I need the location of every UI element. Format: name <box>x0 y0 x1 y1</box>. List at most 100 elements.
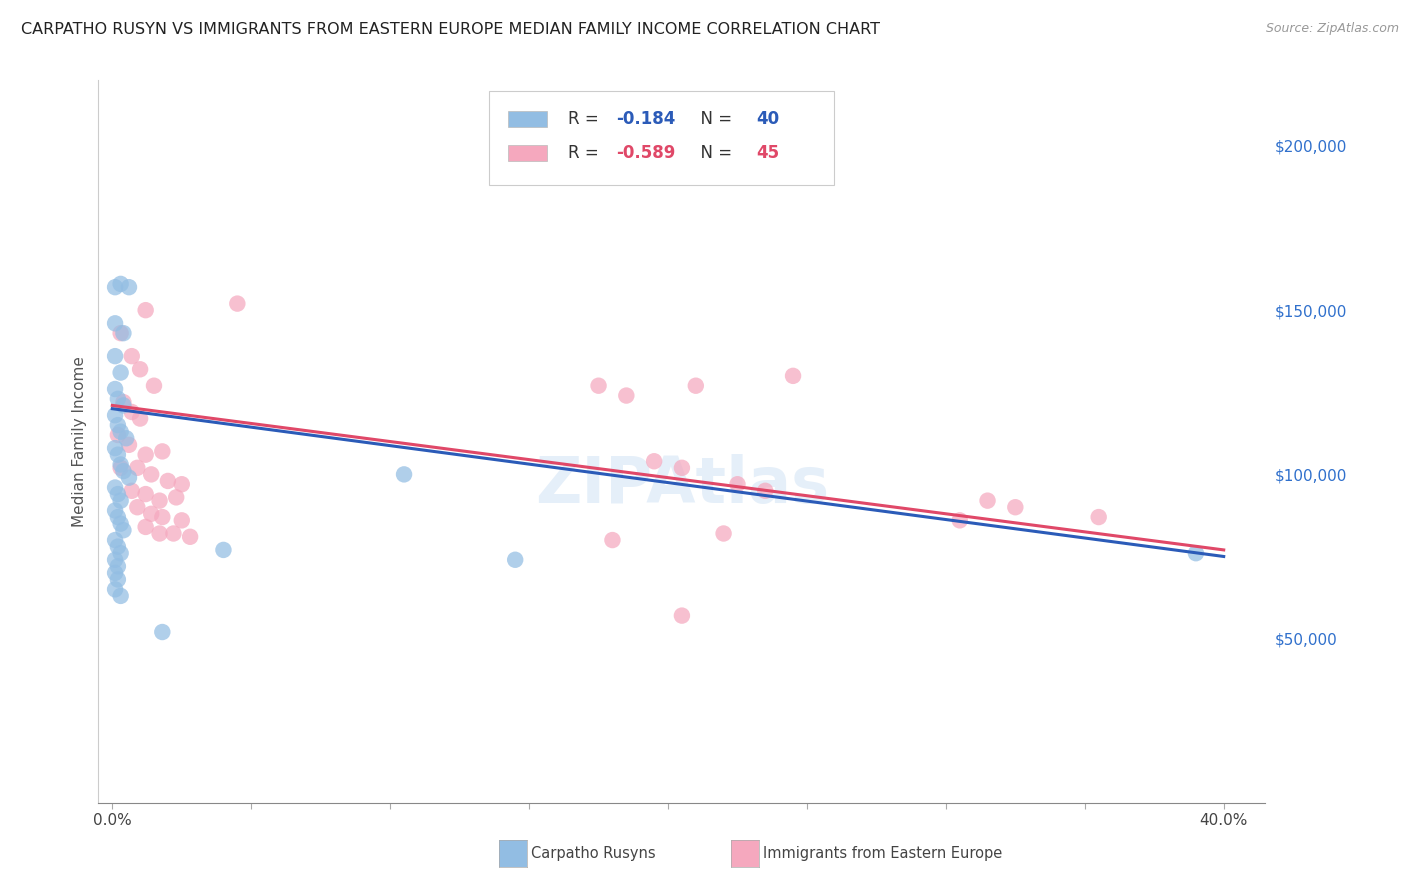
Point <box>392 467 415 482</box>
Point <box>112 326 135 341</box>
Point <box>671 460 693 475</box>
Point <box>121 483 143 498</box>
Text: R =: R = <box>568 144 603 161</box>
Text: -0.589: -0.589 <box>617 144 676 161</box>
Point <box>110 366 132 380</box>
Point <box>503 553 526 567</box>
Point <box>976 493 998 508</box>
Point <box>1004 500 1026 515</box>
Point <box>112 523 135 537</box>
Point <box>148 493 170 508</box>
Point <box>602 533 624 547</box>
Point <box>104 382 127 396</box>
Text: 40: 40 <box>756 110 780 128</box>
Point <box>107 573 129 587</box>
Point <box>135 520 157 534</box>
Point <box>107 448 129 462</box>
Point <box>110 458 132 472</box>
Point <box>110 425 132 439</box>
Text: 45: 45 <box>756 144 780 161</box>
Point <box>643 454 665 468</box>
Text: Immigrants from Eastern Europe: Immigrants from Eastern Europe <box>763 847 1002 861</box>
Point <box>107 428 129 442</box>
Point <box>162 526 184 541</box>
Point <box>143 378 166 392</box>
Point <box>127 500 149 515</box>
Y-axis label: Median Family Income: Median Family Income <box>72 356 87 527</box>
Text: ZIPAtlas: ZIPAtlas <box>534 454 830 516</box>
FancyBboxPatch shape <box>508 112 547 128</box>
Point <box>107 540 129 554</box>
Point <box>150 510 173 524</box>
Point <box>754 483 776 498</box>
Point <box>118 471 141 485</box>
Text: -0.184: -0.184 <box>617 110 676 128</box>
Point <box>150 625 173 640</box>
Point <box>104 409 127 423</box>
FancyBboxPatch shape <box>489 91 834 185</box>
Point <box>107 510 129 524</box>
Point <box>129 362 152 376</box>
Point <box>104 582 127 597</box>
Point <box>179 530 201 544</box>
Point <box>104 280 127 294</box>
Point <box>104 533 127 547</box>
Point <box>1185 546 1208 560</box>
Point <box>212 542 235 557</box>
Point <box>107 559 129 574</box>
Point <box>110 493 132 508</box>
Text: N =: N = <box>690 144 738 161</box>
Text: Source: ZipAtlas.com: Source: ZipAtlas.com <box>1265 22 1399 36</box>
Point <box>156 474 179 488</box>
Point <box>614 388 637 402</box>
Point <box>118 280 141 294</box>
Text: R =: R = <box>568 110 603 128</box>
Point <box>112 395 135 409</box>
Point <box>685 378 707 392</box>
Point <box>165 491 187 505</box>
Point <box>671 608 693 623</box>
Point <box>118 438 141 452</box>
Point <box>112 398 135 412</box>
Point <box>226 296 249 310</box>
Point <box>110 546 132 560</box>
Point <box>104 566 127 580</box>
Point <box>129 411 152 425</box>
Point <box>104 349 127 363</box>
Point <box>110 326 132 341</box>
Point <box>104 553 127 567</box>
Point <box>104 441 127 455</box>
Point <box>135 303 157 318</box>
Point <box>170 513 193 527</box>
Point <box>782 368 804 383</box>
Point <box>115 431 138 445</box>
Point <box>588 378 610 392</box>
Point <box>107 392 129 406</box>
Text: N =: N = <box>690 110 738 128</box>
Point <box>112 464 135 478</box>
Text: CARPATHO RUSYN VS IMMIGRANTS FROM EASTERN EUROPE MEDIAN FAMILY INCOME CORRELATIO: CARPATHO RUSYN VS IMMIGRANTS FROM EASTER… <box>21 22 880 37</box>
FancyBboxPatch shape <box>508 145 547 161</box>
Point <box>110 277 132 291</box>
Point <box>104 481 127 495</box>
Point <box>141 507 163 521</box>
Point <box>135 448 157 462</box>
Point <box>949 513 972 527</box>
Point <box>121 405 143 419</box>
Point <box>135 487 157 501</box>
Point <box>1087 510 1109 524</box>
Point <box>110 516 132 531</box>
Point <box>141 467 163 482</box>
Point <box>107 418 129 433</box>
Point <box>713 526 735 541</box>
Point <box>150 444 173 458</box>
Point <box>104 316 127 330</box>
Point <box>121 349 143 363</box>
Point <box>170 477 193 491</box>
Text: Carpatho Rusyns: Carpatho Rusyns <box>531 847 657 861</box>
Point <box>110 460 132 475</box>
Point <box>107 487 129 501</box>
Point <box>148 526 170 541</box>
Point <box>104 503 127 517</box>
Point <box>110 589 132 603</box>
